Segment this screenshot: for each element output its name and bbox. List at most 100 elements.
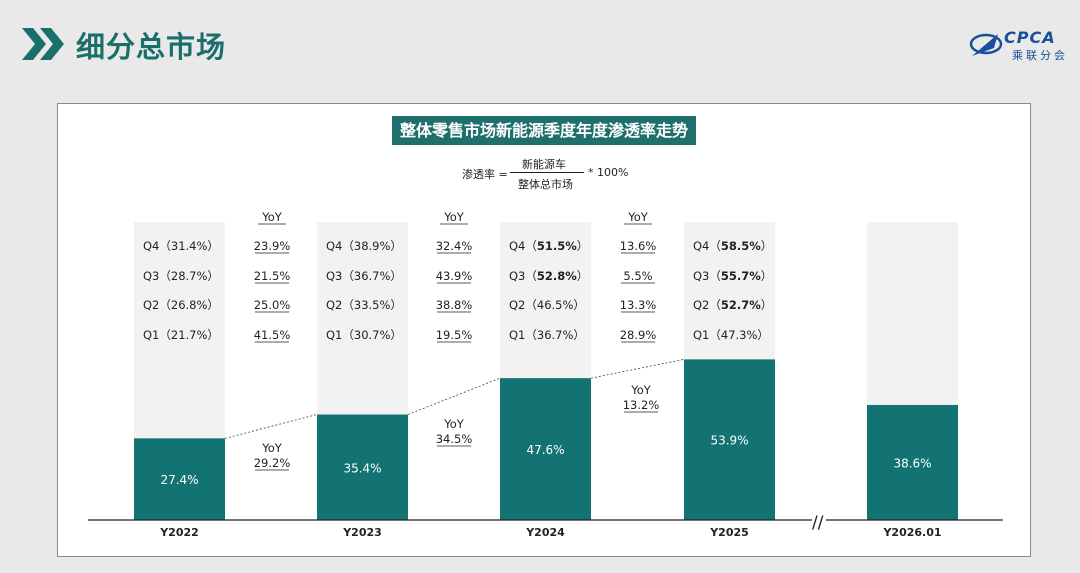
- bar: [134, 438, 225, 520]
- logo-subtitle: 乘联分会: [1012, 49, 1068, 62]
- quarter-yoy-value: 13.6%: [620, 239, 657, 253]
- quarter-yoy-value: 32.4%: [436, 239, 473, 253]
- header: 细分总市场 CPCA 乘联分会: [0, 0, 1080, 90]
- chart-title: 整体零售市场新能源季度年度渗透率走势: [392, 116, 696, 145]
- bar: [317, 414, 408, 520]
- quarter-yoy-value: 21.5%: [254, 269, 291, 283]
- page-title: 细分总市场: [76, 30, 227, 64]
- quarter-paren: ）: [390, 298, 402, 312]
- quarter-label: Q1（47.3%）: [693, 328, 769, 342]
- quarter-paren: ）: [761, 298, 773, 312]
- trend-connector-line: [224, 414, 318, 439]
- quarter-paren: ）: [573, 328, 585, 342]
- quarter-label: Q1（30.7%）: [326, 328, 402, 342]
- x-tick-label: Y2025: [709, 526, 749, 539]
- quarter-paren: ）: [390, 328, 402, 342]
- quarter-paren: ）: [390, 239, 402, 253]
- quarter-label: Q3（28.7%）: [143, 269, 219, 283]
- quarter-name: Q1（: [326, 328, 354, 342]
- annual-yoy-header: YoY: [261, 441, 283, 455]
- quarter-label: Q4（58.5%）: [693, 239, 772, 253]
- quarter-paren: ）: [577, 239, 589, 253]
- x-tick-label: Y2024: [525, 526, 565, 539]
- bar-value-label: 53.9%: [710, 434, 748, 448]
- quarter-value: 47.3%: [721, 328, 758, 342]
- trend-connector-line: [407, 377, 501, 415]
- quarter-yoy-value: 28.9%: [620, 328, 657, 342]
- quarter-yoy-value: 13.3%: [620, 298, 657, 312]
- axis-break-gap: [812, 512, 826, 528]
- quarter-name: Q2（: [509, 298, 537, 312]
- quarter-label: Q4（51.5%）: [509, 239, 588, 253]
- annual-yoy-value: 29.2%: [254, 456, 291, 470]
- quarter-paren: ）: [207, 239, 219, 253]
- quarter-name: Q3（: [693, 269, 721, 283]
- quarter-value: 30.7%: [354, 328, 391, 342]
- quarter-name: Q1（: [143, 328, 171, 342]
- quarter-yoy-value: 41.5%: [254, 328, 291, 342]
- annual-yoy-value: 13.2%: [623, 398, 660, 412]
- bar-value-label: 27.4%: [160, 473, 198, 487]
- quarter-value: 46.5%: [537, 298, 574, 312]
- annual-yoy-value: 34.5%: [436, 432, 473, 446]
- quarter-value: 28.7%: [171, 269, 208, 283]
- quarter-paren: ）: [573, 298, 585, 312]
- quarter-paren: ）: [390, 269, 402, 283]
- quarter-name: Q1（: [509, 328, 537, 342]
- formula: 渗透率 = 新能源车 整体总市场 * 100%: [440, 156, 640, 191]
- quarter-label: Q1（36.7%）: [509, 328, 585, 342]
- bar-value-label: 38.6%: [893, 456, 931, 470]
- quarter-label: Q2（52.7%）: [693, 298, 772, 312]
- quarter-yoy-header: YoY: [443, 210, 465, 224]
- quarter-name: Q3（: [326, 269, 354, 283]
- quarter-value: 36.7%: [537, 328, 574, 342]
- quarter-yoy-header: YoY: [627, 210, 649, 224]
- bar: [684, 359, 775, 520]
- formula-numerator: 新能源车: [522, 158, 566, 171]
- quarter-name: Q4（: [326, 239, 354, 253]
- quarter-label: Q4（31.4%）: [143, 239, 219, 253]
- quarter-yoy-value: 43.9%: [436, 269, 473, 283]
- quarter-value: 51.5%: [537, 239, 577, 253]
- quarter-value: 31.4%: [171, 239, 208, 253]
- formula-fraction-line: [510, 172, 584, 173]
- x-tick-label: Y2022: [159, 526, 199, 539]
- quarter-name: Q2（: [326, 298, 354, 312]
- quarter-value: 36.7%: [354, 269, 391, 283]
- bar: [500, 378, 591, 520]
- quarter-value: 33.5%: [354, 298, 391, 312]
- quarter-paren: ）: [761, 239, 773, 253]
- quarter-paren: ）: [761, 269, 773, 283]
- double-chevron-icon: [22, 28, 64, 60]
- formula-denominator: 整体总市场: [518, 178, 573, 191]
- quarter-paren: ）: [207, 269, 219, 283]
- quarter-label: Q3（36.7%）: [326, 269, 402, 283]
- formula-multiplier: * 100%: [588, 166, 629, 179]
- quarter-label: Q4（38.9%）: [326, 239, 402, 253]
- quarter-name: Q3（: [509, 269, 537, 283]
- trend-connector-line: [590, 358, 685, 379]
- cpca-logo-icon: CPCA 乘联分会: [968, 26, 1072, 64]
- quarter-name: Q2（: [143, 298, 171, 312]
- quarter-name: Q3（: [143, 269, 171, 283]
- axis-break-symbol: //: [812, 513, 824, 533]
- formula-lhs: 渗透率 =: [462, 168, 508, 181]
- quarter-label: Q2（26.8%）: [143, 298, 219, 312]
- quarter-paren: ）: [757, 328, 769, 342]
- quarter-yoy-value: 5.5%: [623, 269, 652, 283]
- quarter-value: 55.7%: [721, 269, 761, 283]
- quarter-name: Q4（: [693, 239, 721, 253]
- quarter-value: 52.8%: [537, 269, 577, 283]
- quarter-value: 52.7%: [721, 298, 761, 312]
- quarter-yoy-value: 38.8%: [436, 298, 473, 312]
- quarter-value: 38.9%: [354, 239, 391, 253]
- quarter-label: Q2（33.5%）: [326, 298, 402, 312]
- quarter-value: 26.8%: [171, 298, 208, 312]
- quarter-paren: ）: [207, 328, 219, 342]
- quarter-yoy-header: YoY: [261, 210, 283, 224]
- quarter-name: Q4（: [509, 239, 537, 253]
- quarter-yoy-value: 19.5%: [436, 328, 473, 342]
- quarter-label: Q3（52.8%）: [509, 269, 588, 283]
- quarter-value: 58.5%: [721, 239, 761, 253]
